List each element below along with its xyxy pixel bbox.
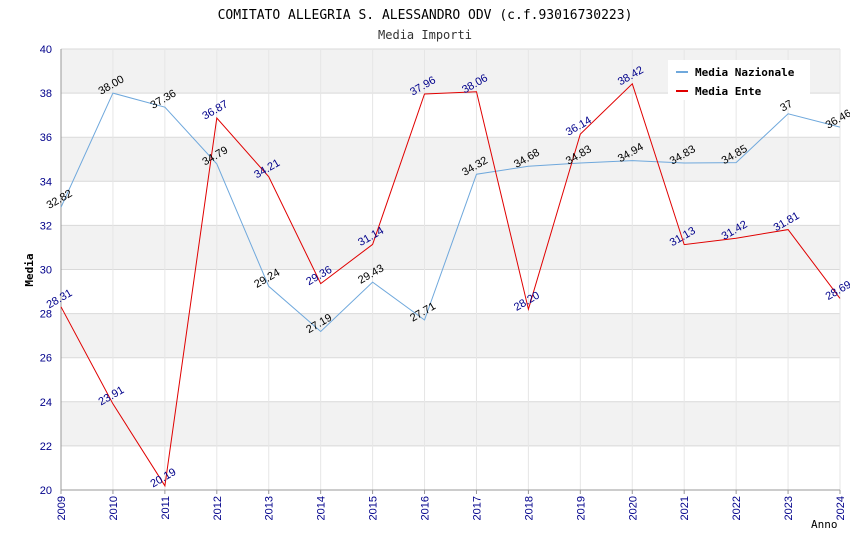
x-tick-label: 2016 — [420, 496, 432, 520]
x-tick-label: 2011 — [160, 496, 172, 520]
x-tick-label: 2017 — [471, 496, 483, 520]
x-tick-label: 2012 — [212, 496, 224, 520]
x-tick-label: 2022 — [731, 496, 743, 520]
x-tick-label: 2015 — [368, 496, 380, 520]
x-tick-label: 2010 — [108, 496, 120, 520]
legend: Media Nazionale Media Ente — [668, 60, 810, 100]
data-label: 28.31 — [45, 287, 75, 311]
grid-bands — [61, 49, 840, 446]
data-label: 29.24 — [252, 267, 282, 291]
series-line-1 — [60, 82, 841, 488]
data-label: 36.14 — [564, 114, 594, 138]
x-tick-label: 2021 — [679, 496, 691, 520]
y-tick-label: 24 — [40, 397, 52, 409]
y-tick-label: 26 — [40, 353, 52, 365]
y-tick-label: 22 — [40, 441, 52, 453]
x-tick-label: 2014 — [316, 496, 328, 520]
y-tick-label: 40 — [40, 44, 52, 56]
y-axis-label: Media — [23, 253, 36, 286]
chart-title: COMITATO ALLEGRIA S. ALESSANDRO ODV (c.f… — [218, 8, 633, 23]
axes — [60, 49, 841, 494]
x-tick-label: 2013 — [264, 496, 276, 520]
x-tick-label: 2020 — [627, 496, 639, 520]
grid-band — [61, 401, 840, 446]
data-label: 37 — [778, 98, 795, 115]
series-lines — [60, 82, 841, 488]
series-line-0 — [60, 92, 841, 333]
x-tick-labels: 2009 2010 2011 2012 2013 2014 2015 2016 2017 2018… — [56, 496, 847, 520]
data-label: 36.87 — [200, 98, 230, 122]
y-tick-labels: 20 22 24 26 28 30 32 34 36 38 40 — [40, 44, 52, 497]
y-tick-label: 38 — [40, 88, 52, 100]
data-label: 28.20 — [512, 290, 542, 314]
x-axis-label: Anno — [811, 518, 838, 531]
grid-band — [61, 313, 840, 358]
y-tick-label: 28 — [40, 309, 52, 321]
x-tick-label: 2023 — [783, 496, 795, 520]
data-label: 36.46 — [824, 107, 850, 131]
x-tick-label: 2009 — [56, 496, 68, 520]
legend-label: Media Nazionale — [695, 66, 795, 79]
y-tick-label: 34 — [40, 176, 52, 188]
grid-band — [61, 137, 840, 182]
legend-label: Media Ente — [695, 85, 762, 98]
data-label: 32.82 — [45, 188, 75, 212]
y-tick-label: 36 — [40, 132, 52, 144]
y-tick-label: 32 — [40, 220, 52, 232]
data-label: 20.19 — [148, 466, 178, 490]
chart-subtitle: Media Importi — [378, 28, 472, 42]
y-tick-label: 20 — [40, 485, 52, 497]
x-tick-label: 2019 — [575, 496, 587, 520]
legend-box — [668, 60, 810, 100]
x-tick-label: 2018 — [523, 496, 535, 520]
x-tick-label: 2024 — [835, 496, 847, 520]
y-tick-label: 30 — [40, 265, 52, 277]
